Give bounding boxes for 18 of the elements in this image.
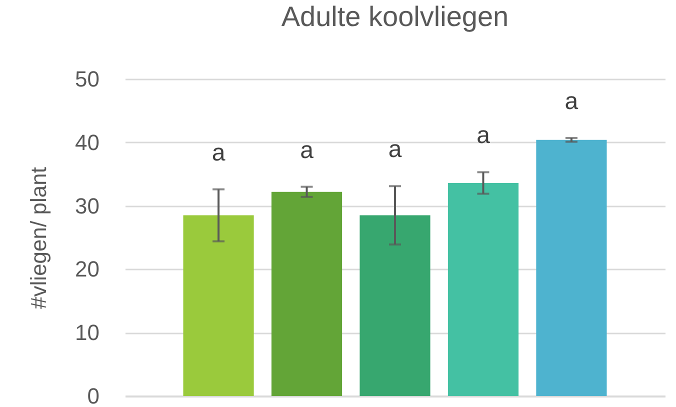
y-tick-label: 10 xyxy=(75,320,100,346)
bar xyxy=(271,192,342,396)
y-tick-label: 0 xyxy=(87,384,100,407)
y-tick-label: 20 xyxy=(75,256,100,282)
bar xyxy=(536,140,607,396)
annotation: a xyxy=(564,88,579,115)
annotation: a xyxy=(476,122,491,150)
bar xyxy=(360,215,430,396)
y-tick-label: 30 xyxy=(75,193,100,218)
annotation: a xyxy=(388,136,402,164)
chart-title: Adulte koolvliegen xyxy=(281,1,509,32)
bar xyxy=(448,182,519,396)
y-tick-label: 40 xyxy=(75,130,100,155)
annotation: a xyxy=(300,136,314,164)
y-tick-label: 50 xyxy=(75,66,100,92)
bar xyxy=(183,215,254,396)
annotation: a xyxy=(212,139,226,166)
y-axis-title: #vliegen/ plant xyxy=(26,167,52,309)
